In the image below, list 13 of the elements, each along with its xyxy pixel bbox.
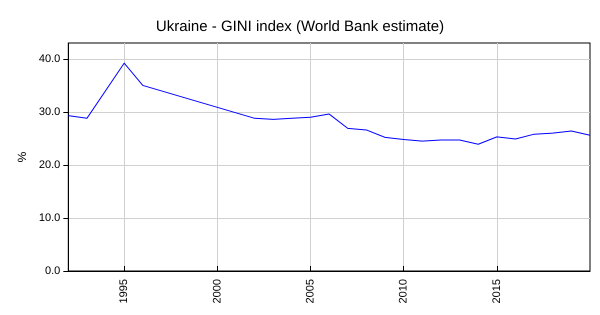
- x-tick-label: 2010: [398, 279, 410, 304]
- chart-title: Ukraine - GINI index (World Bank estimate): [156, 18, 444, 35]
- y-tick-label: 0.0: [45, 265, 60, 277]
- x-tick-label: 2015: [490, 279, 503, 304]
- line-series: [68, 62, 590, 145]
- y-tick-label: 30.0: [38, 106, 60, 118]
- y-tick-label: 40.0: [38, 52, 60, 65]
- x-tick-label: 2005: [304, 279, 317, 304]
- y-tick-label: 20.0: [38, 158, 60, 171]
- x-tick-label: 1995: [118, 279, 130, 304]
- y-tick-label: 10.0: [38, 212, 60, 224]
- y-axis-title: %: [15, 151, 29, 162]
- x-tick-label: 2000: [211, 279, 224, 304]
